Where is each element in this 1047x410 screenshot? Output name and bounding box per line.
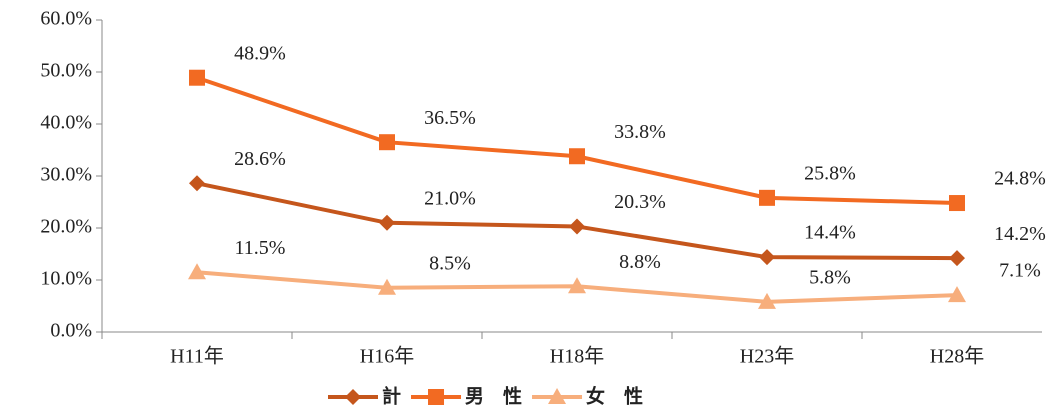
marker xyxy=(548,388,567,404)
data-label: 8.5% xyxy=(429,252,471,274)
marker xyxy=(568,277,586,294)
y-tick-label: 10.0% xyxy=(40,268,92,290)
x-tick-label: H23年 xyxy=(740,345,794,368)
data-label: 5.8% xyxy=(809,266,851,288)
marker xyxy=(758,292,776,309)
marker xyxy=(379,214,395,231)
legend-label: 計 xyxy=(382,385,401,408)
marker xyxy=(188,263,206,280)
y-tick-label: 40.0% xyxy=(40,112,92,134)
y-tick-label: 20.0% xyxy=(40,216,92,238)
marker xyxy=(428,389,445,405)
marker xyxy=(949,195,965,212)
x-tick-label: H18年 xyxy=(550,345,604,368)
marker xyxy=(759,249,775,266)
data-label: 33.8% xyxy=(614,121,666,143)
marker xyxy=(949,250,965,267)
data-label: 25.8% xyxy=(804,162,856,184)
legend-label: 男 性 xyxy=(465,385,522,408)
marker xyxy=(379,134,395,151)
data-label: 8.8% xyxy=(619,251,661,273)
x-tick-label: H28年 xyxy=(930,345,984,368)
marker xyxy=(345,389,361,405)
data-label: 7.1% xyxy=(999,260,1041,282)
marker xyxy=(948,286,966,303)
y-tick-label: 50.0% xyxy=(40,60,92,82)
data-label: 14.2% xyxy=(994,223,1046,245)
data-label: 21.0% xyxy=(424,187,476,209)
x-tick-label: H11年 xyxy=(170,345,224,368)
marker xyxy=(189,69,205,86)
y-tick-label: 60.0% xyxy=(40,8,92,30)
marker xyxy=(189,175,205,192)
data-label: 24.8% xyxy=(994,168,1046,190)
data-label: 14.4% xyxy=(804,222,856,244)
y-tick-label: 30.0% xyxy=(40,164,92,186)
marker xyxy=(759,189,775,206)
x-tick-label: H16年 xyxy=(360,345,414,368)
data-label: 48.9% xyxy=(234,42,286,64)
data-label: 28.6% xyxy=(234,148,286,170)
legend-label: 女 性 xyxy=(586,385,643,408)
marker xyxy=(569,218,585,235)
marker xyxy=(569,148,585,165)
data-label: 20.3% xyxy=(614,191,666,213)
marker xyxy=(378,278,396,295)
y-tick-label: 0.0% xyxy=(50,320,92,342)
data-label: 36.5% xyxy=(424,107,476,129)
data-label: 11.5% xyxy=(235,237,286,259)
